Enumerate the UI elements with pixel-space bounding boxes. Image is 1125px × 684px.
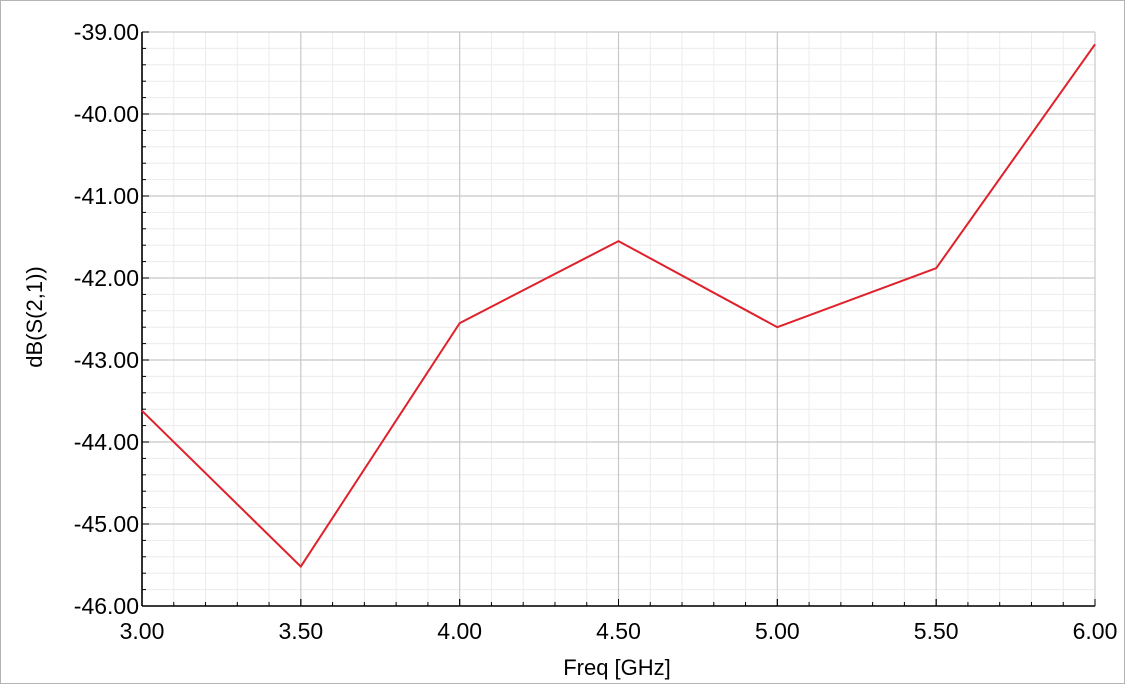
- series-line: [141, 43, 1096, 569]
- tick-labels: 3.00 3.50 4.00 4.50 5.00 5.50 6.00 -39.00 -40.00…: [74, 19, 1118, 644]
- x-tick-label: 5.00: [755, 618, 800, 644]
- y-tick-label: -45.00: [74, 511, 139, 537]
- axes: [141, 31, 1096, 607]
- y-tick-label: -42.00: [74, 265, 139, 291]
- y-tick-label: -43.00: [74, 347, 139, 373]
- x-tick-label: 3.50: [278, 618, 323, 644]
- series-layer: [141, 43, 1096, 569]
- y-tick-label: -40.00: [74, 101, 139, 127]
- x-axis-title: Freq [GHz]: [563, 655, 671, 680]
- x-tick-label: 5.50: [914, 618, 959, 644]
- y-tick-label: -46.00: [74, 593, 139, 619]
- x-tick-label: 6.00: [1073, 618, 1118, 644]
- y-tick-label: -39.00: [74, 19, 139, 45]
- y-axis-title: dB(S(2,1)): [22, 266, 47, 367]
- x-tick-label: 4.50: [596, 618, 641, 644]
- y-tick-label: -44.00: [74, 429, 139, 455]
- x-tick-label: 3.00: [120, 618, 165, 644]
- y-tick-label: -41.00: [74, 183, 139, 209]
- x-tick-label: 4.00: [437, 618, 482, 644]
